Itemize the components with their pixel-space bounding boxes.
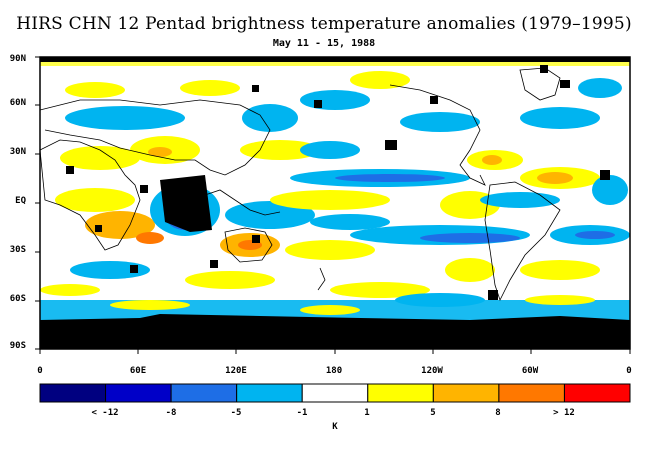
yellow-region bbox=[285, 240, 375, 260]
missing-data-pixel bbox=[560, 80, 570, 88]
missing-data-tibet bbox=[160, 175, 212, 232]
blue-region bbox=[420, 233, 520, 243]
lon-label-120w: 120W bbox=[421, 366, 443, 376]
missing-data-pixel bbox=[430, 96, 438, 104]
missing-data-pixel bbox=[140, 185, 148, 193]
lat-label-30n: 30N bbox=[9, 147, 26, 157]
colorbar-label: 5 bbox=[430, 408, 436, 418]
colorbar-label: -5 bbox=[230, 408, 242, 418]
orange-region bbox=[148, 147, 172, 157]
coast-new-zealand bbox=[317, 267, 326, 291]
colorbar-segment bbox=[498, 383, 565, 403]
coast-south-america bbox=[484, 181, 561, 302]
lat-label-60n: 60N bbox=[9, 98, 26, 108]
colorbar-segment bbox=[301, 383, 369, 403]
light-blue-region bbox=[480, 192, 560, 208]
lat-label-90n: 90N bbox=[9, 54, 26, 64]
yellow-region bbox=[185, 271, 275, 289]
colorbar-segment bbox=[105, 383, 172, 403]
light-blue-region bbox=[592, 175, 628, 205]
missing-data-pixel bbox=[66, 166, 74, 174]
yellow-region bbox=[350, 71, 410, 89]
colorbar-label: -8 bbox=[165, 408, 177, 418]
orange-region bbox=[85, 211, 155, 239]
colorbar-segment bbox=[39, 383, 107, 403]
missing-data-pixel bbox=[488, 290, 498, 300]
map-title: HIRS CHN 12 Pentad brightness temperatur… bbox=[16, 14, 632, 34]
colorbar bbox=[39, 383, 631, 403]
missing-data-pixel bbox=[210, 260, 218, 268]
lon-label-0: 0 bbox=[37, 366, 43, 376]
missing-data-north bbox=[40, 57, 630, 62]
light-blue-region bbox=[520, 107, 600, 129]
yellow-region bbox=[180, 80, 240, 96]
colorbar-label: < -12 bbox=[91, 408, 119, 418]
coast-africa bbox=[39, 139, 141, 251]
map-subtitle: May 11 - 15, 1988 bbox=[272, 38, 376, 49]
yellow-region bbox=[110, 300, 190, 310]
missing-data-pixel bbox=[252, 235, 260, 243]
lon-label-60w: 60W bbox=[521, 366, 539, 376]
blue-region bbox=[575, 231, 615, 239]
colorbar-segment bbox=[563, 383, 631, 403]
lat-label-90s: 90S bbox=[9, 341, 26, 351]
blue-region bbox=[335, 174, 445, 182]
colorbar-segment bbox=[236, 383, 303, 403]
lon-label-120e: 120E bbox=[225, 366, 247, 376]
yellow-region bbox=[65, 82, 125, 98]
light-blue-region bbox=[400, 112, 480, 132]
orange-region bbox=[537, 172, 573, 184]
lon-label-60e: 60E bbox=[129, 366, 147, 376]
lat-label-30s: 30S bbox=[9, 245, 26, 255]
light-blue-region bbox=[300, 90, 370, 110]
yellow-region bbox=[330, 282, 430, 298]
arctic-band-yellow bbox=[40, 60, 630, 66]
coast-north-america bbox=[389, 84, 486, 186]
coastlines bbox=[39, 67, 561, 302]
light-blue-region bbox=[300, 141, 360, 159]
lon-label-180: 180 bbox=[325, 366, 343, 376]
colorbar-segment bbox=[170, 383, 238, 403]
colorbar-segment bbox=[367, 383, 434, 403]
yellow-region bbox=[445, 258, 495, 282]
colorbar-label: > 12 bbox=[553, 408, 575, 418]
lat-label-eq: EQ bbox=[15, 196, 26, 206]
colorbar-label: 1 bbox=[364, 408, 370, 418]
missing-data-antarctica bbox=[40, 314, 630, 349]
missing-data-pixel bbox=[385, 140, 397, 150]
light-blue-region bbox=[242, 104, 298, 132]
orange-region bbox=[482, 155, 502, 165]
coast-australia bbox=[224, 227, 273, 263]
yellow-region bbox=[55, 188, 135, 212]
missing-data-pixel bbox=[314, 100, 322, 108]
missing-data-pixel bbox=[130, 265, 138, 273]
coast-maritime-continent bbox=[204, 189, 281, 216]
colorbar-label: 8 bbox=[495, 408, 501, 418]
colorbar-label: -1 bbox=[296, 408, 308, 418]
yellow-region bbox=[270, 190, 390, 210]
missing-data-pixel bbox=[252, 85, 259, 92]
yellow-region bbox=[60, 146, 140, 170]
yellow-region bbox=[525, 295, 595, 305]
light-blue-region bbox=[310, 214, 390, 230]
light-blue-region bbox=[578, 78, 622, 98]
missing-data-pixel bbox=[95, 225, 102, 232]
coast-eurasia bbox=[39, 99, 271, 176]
missing-data-pixel bbox=[540, 65, 548, 73]
light-blue-region bbox=[65, 106, 185, 130]
axis-ticks bbox=[35, 56, 631, 354]
missing-data-pixel bbox=[600, 170, 610, 180]
yellow-region bbox=[40, 284, 100, 296]
yellow-region bbox=[300, 305, 360, 315]
lat-label-60s: 60S bbox=[9, 294, 26, 304]
lon-label-0-east: 0 bbox=[626, 366, 632, 376]
coast-greenland bbox=[519, 67, 561, 101]
anomaly-field bbox=[40, 57, 630, 349]
colorbar-unit: K bbox=[332, 422, 338, 432]
yellow-region bbox=[240, 140, 320, 160]
dark-orange-region bbox=[136, 232, 164, 244]
colorbar-segment bbox=[432, 383, 500, 403]
yellow-region bbox=[520, 260, 600, 280]
